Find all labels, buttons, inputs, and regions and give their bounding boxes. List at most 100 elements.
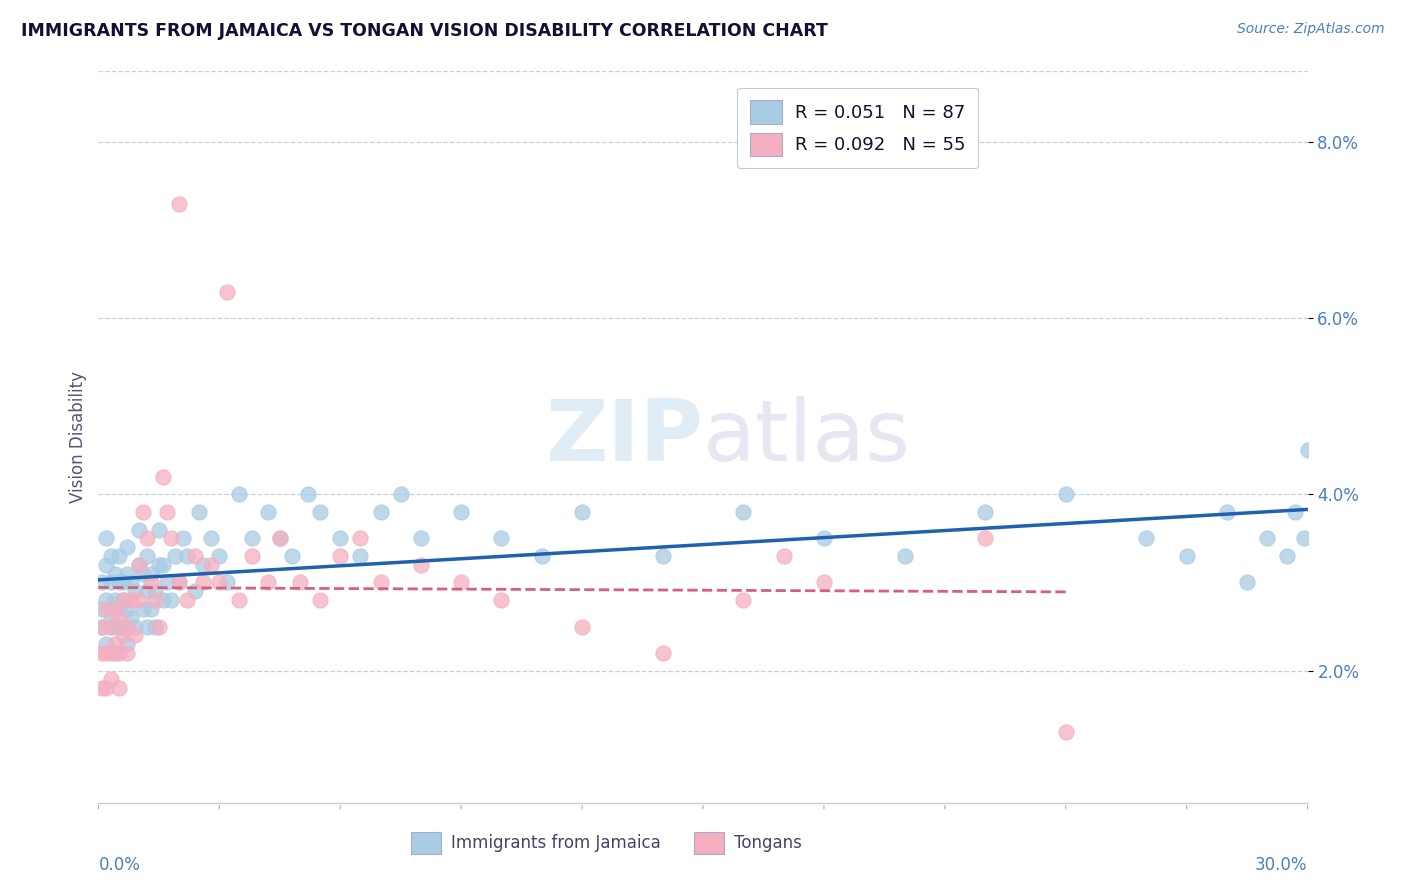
Point: [200, 558, 222, 572]
Point: [228, 487, 250, 501]
Point: [1277, 549, 1299, 563]
Point: [139, 575, 162, 590]
Point: [152, 558, 174, 572]
Point: [132, 566, 155, 581]
Point: [111, 575, 134, 590]
Point: [160, 593, 183, 607]
Point: [103, 566, 125, 581]
Point: [100, 619, 122, 633]
Point: [91, 619, 114, 633]
Point: [651, 646, 673, 660]
Point: [309, 593, 332, 607]
Point: [115, 566, 138, 581]
Point: [100, 646, 122, 660]
Point: [100, 575, 122, 590]
Point: [148, 523, 170, 537]
Point: [96, 602, 118, 616]
Point: [132, 602, 155, 616]
Point: [111, 619, 134, 633]
Point: [571, 505, 593, 519]
Point: [349, 532, 371, 546]
Point: [1054, 487, 1077, 501]
Point: [184, 584, 207, 599]
Point: [91, 619, 114, 633]
Point: [100, 673, 122, 687]
Point: [103, 602, 125, 616]
Point: [115, 646, 138, 660]
Point: [107, 549, 129, 563]
Point: [974, 505, 997, 519]
Point: [893, 549, 915, 563]
Point: [107, 602, 129, 616]
Point: [128, 523, 150, 537]
Legend: Immigrants from Jamaica, Tongans: Immigrants from Jamaica, Tongans: [404, 826, 808, 860]
Point: [491, 593, 513, 607]
Point: [269, 532, 291, 546]
Point: [288, 575, 311, 590]
Point: [115, 602, 138, 616]
Point: [96, 637, 118, 651]
Point: [370, 505, 392, 519]
Point: [135, 532, 157, 546]
Point: [148, 558, 170, 572]
Point: [491, 532, 513, 546]
Point: [143, 584, 166, 599]
Point: [188, 505, 211, 519]
Point: [329, 549, 352, 563]
Point: [135, 619, 157, 633]
Point: [96, 558, 118, 572]
Point: [1256, 532, 1278, 546]
Point: [100, 611, 122, 625]
Point: [256, 505, 278, 519]
Point: [120, 575, 142, 590]
Text: 0.0%: 0.0%: [98, 855, 141, 873]
Point: [128, 593, 150, 607]
Point: [115, 619, 138, 633]
Point: [813, 532, 835, 546]
Point: [91, 681, 114, 696]
Point: [571, 619, 593, 633]
Point: [733, 505, 755, 519]
Point: [115, 637, 138, 651]
Point: [100, 619, 122, 633]
Text: 30.0%: 30.0%: [1256, 855, 1308, 873]
Point: [176, 593, 198, 607]
Point: [349, 549, 371, 563]
Point: [132, 505, 155, 519]
Point: [1175, 549, 1198, 563]
Point: [228, 593, 250, 607]
Text: IMMIGRANTS FROM JAMAICA VS TONGAN VISION DISABILITY CORRELATION CHART: IMMIGRANTS FROM JAMAICA VS TONGAN VISION…: [21, 22, 828, 40]
Point: [240, 549, 263, 563]
Point: [281, 549, 304, 563]
Point: [167, 196, 190, 211]
Point: [1054, 725, 1077, 739]
Point: [193, 558, 215, 572]
Point: [143, 593, 166, 607]
Point: [143, 619, 166, 633]
Point: [208, 575, 231, 590]
Point: [176, 549, 198, 563]
Point: [107, 611, 129, 625]
Point: [269, 532, 291, 546]
Point: [124, 628, 146, 642]
Point: [100, 549, 122, 563]
Text: Source: ZipAtlas.com: Source: ZipAtlas.com: [1237, 22, 1385, 37]
Point: [91, 646, 114, 660]
Point: [1296, 443, 1319, 458]
Point: [530, 549, 553, 563]
Point: [107, 646, 129, 660]
Point: [450, 505, 472, 519]
Point: [120, 611, 142, 625]
Point: [813, 575, 835, 590]
Point: [124, 584, 146, 599]
Point: [107, 681, 129, 696]
Point: [96, 646, 118, 660]
Point: [103, 637, 125, 651]
Point: [156, 575, 179, 590]
Point: [167, 575, 190, 590]
Point: [200, 532, 222, 546]
Text: atlas: atlas: [703, 395, 911, 479]
Point: [96, 593, 118, 607]
Y-axis label: Vision Disability: Vision Disability: [69, 371, 87, 503]
Point: [450, 575, 472, 590]
